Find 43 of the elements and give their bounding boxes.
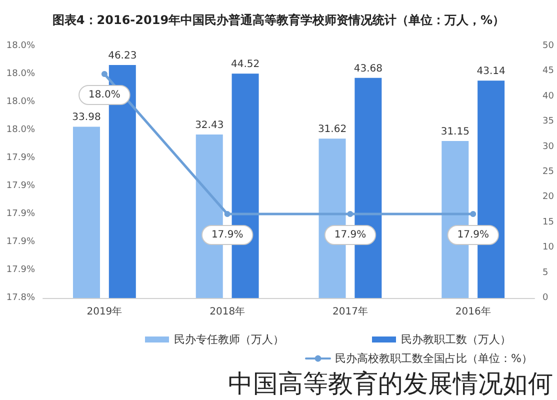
y2-tick-label: 0 bbox=[542, 293, 549, 303]
chart-title: 图表4：2016-2019年中国民办普通高等教育学校师资情况统计（单位：万人，%） bbox=[52, 13, 505, 27]
y-tick-label: 17.9% bbox=[6, 209, 36, 219]
data-label: 31.62 bbox=[318, 124, 347, 136]
legend-label: 民办高校教职工数全国占比（单位：%） bbox=[335, 352, 532, 365]
y2-tick-label: 30 bbox=[542, 142, 554, 152]
y-tick-label: 18.0% bbox=[6, 41, 36, 51]
data-label: 17.9% bbox=[334, 230, 366, 240]
y2-tick-label: 5 bbox=[542, 268, 548, 278]
y-tick-label: 17.9% bbox=[6, 237, 36, 247]
x-tick-label: 2019年 bbox=[86, 306, 122, 318]
data-label: 17.9% bbox=[211, 230, 244, 240]
y-tick-label: 17.8% bbox=[6, 293, 36, 303]
y-tick-label: 17.9% bbox=[6, 153, 36, 163]
y-tick-label: 17.9% bbox=[6, 265, 36, 275]
y2-tick-label: 45 bbox=[542, 66, 554, 76]
y2-tick-label: 25 bbox=[542, 167, 554, 177]
data-label: 18.0% bbox=[88, 90, 120, 100]
legend-label: 民办教职工数（万人） bbox=[401, 333, 511, 346]
y2-tick-label: 35 bbox=[542, 116, 554, 127]
y-tick-label: 18.0% bbox=[6, 125, 36, 135]
x-tick-label: 2016年 bbox=[455, 306, 491, 318]
y2-tick-label: 20 bbox=[542, 192, 554, 202]
data-label: 44.52 bbox=[230, 59, 260, 70]
data-label: 43.68 bbox=[354, 63, 382, 74]
data-label: 46.23 bbox=[108, 50, 137, 62]
y-tick-label: 18.0% bbox=[6, 97, 36, 107]
x-tick-label: 2018年 bbox=[210, 306, 246, 318]
y2-tick-label: 10 bbox=[542, 242, 554, 253]
legend-label: 民办专任教师（万人） bbox=[174, 333, 284, 346]
data-label: 31.15 bbox=[440, 126, 470, 138]
data-label: 43.14 bbox=[476, 66, 506, 78]
y2-tick-label: 40 bbox=[542, 91, 554, 102]
data-label: 33.98 bbox=[72, 112, 101, 124]
data-label: 17.9% bbox=[457, 230, 489, 240]
y2-tick-label: 50 bbox=[542, 41, 554, 51]
text: 中国高等教育的发展情况如何 bbox=[228, 369, 553, 398]
y2-tick-label: 15 bbox=[542, 217, 554, 228]
y-tick-label: 18.0% bbox=[6, 69, 36, 79]
y-tick-label: 17.9% bbox=[6, 181, 36, 191]
x-tick-label: 2017年 bbox=[332, 306, 368, 318]
bar bbox=[72, 126, 100, 298]
data-label: 32.43 bbox=[195, 120, 224, 132]
